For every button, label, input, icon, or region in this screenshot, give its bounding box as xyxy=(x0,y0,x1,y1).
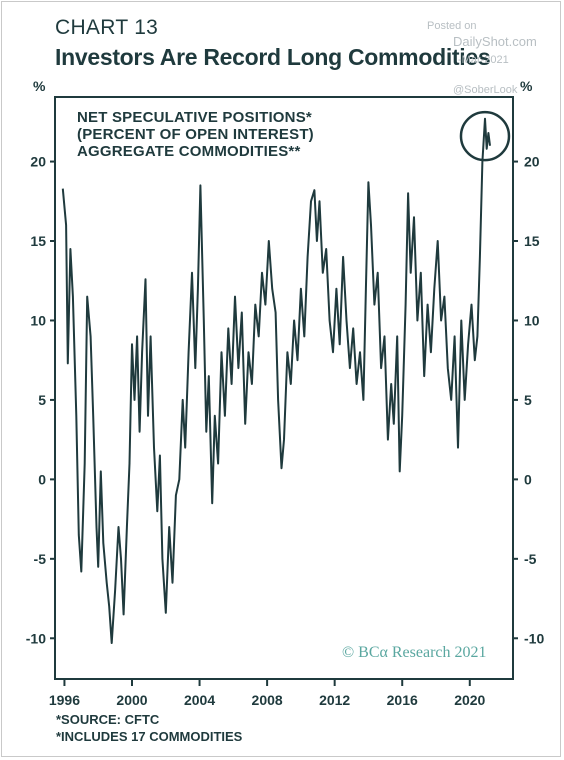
y-axis-unit-right: % xyxy=(520,78,533,94)
series-label-line-1: NET SPECULATIVE POSITIONS* xyxy=(77,109,312,126)
series-label-line-3: AGGREGATE COMMODITIES** xyxy=(77,143,301,160)
plot-area xyxy=(54,96,514,680)
chart-number-label: CHART 13 xyxy=(55,16,159,39)
y-tick-label-left: -10 xyxy=(26,630,46,646)
y-tick-label-left: -5 xyxy=(34,551,47,567)
x-tick-label: 2016 xyxy=(387,692,418,708)
watermark-site: DailyShot.com xyxy=(453,34,537,49)
series-label-line-2: (PERCENT OF OPEN INTEREST) xyxy=(77,126,314,143)
footnote-source: *SOURCE: CFTC xyxy=(56,712,160,727)
y-tick-label-right: 15 xyxy=(524,233,540,249)
y-tick-label-right: 20 xyxy=(524,154,540,170)
y-tick-label-right: 5 xyxy=(524,392,532,408)
y-tick-label-right: -5 xyxy=(524,551,537,567)
y-tick-label-left: 10 xyxy=(30,312,46,328)
x-tick-label: 2008 xyxy=(252,692,283,708)
y-tick-label-right: 0 xyxy=(524,471,532,487)
y-tick-label-left: 20 xyxy=(30,154,46,170)
y-tick-label-left: 15 xyxy=(30,233,46,249)
y-tick-label-right: -10 xyxy=(524,630,544,646)
x-tick-label: 2004 xyxy=(184,692,215,708)
y-tick-label-right: 10 xyxy=(524,312,540,328)
x-tick-label: 2020 xyxy=(454,692,485,708)
x-tick-label: 2012 xyxy=(319,692,350,708)
watermark-posted: Posted on xyxy=(427,20,477,32)
copyright-notice: © BCα Research 2021 xyxy=(342,644,487,661)
y-tick-label-left: 5 xyxy=(38,392,46,408)
watermark-handle: @SoberLook xyxy=(453,84,518,96)
record-high-annotation-circle xyxy=(459,110,511,162)
chart-title: Investors Are Record Long Commodities xyxy=(55,44,491,70)
y-axis-unit-left: % xyxy=(33,78,46,94)
x-tick-label: 2000 xyxy=(116,692,147,708)
y-tick-label-left: 0 xyxy=(38,471,46,487)
series-line-0 xyxy=(61,117,491,644)
watermark-date: -Mar-2021 xyxy=(458,54,509,66)
footnote-includes: *INCLUDES 17 COMMODITIES xyxy=(56,729,243,744)
x-tick-label: 1996 xyxy=(49,692,80,708)
